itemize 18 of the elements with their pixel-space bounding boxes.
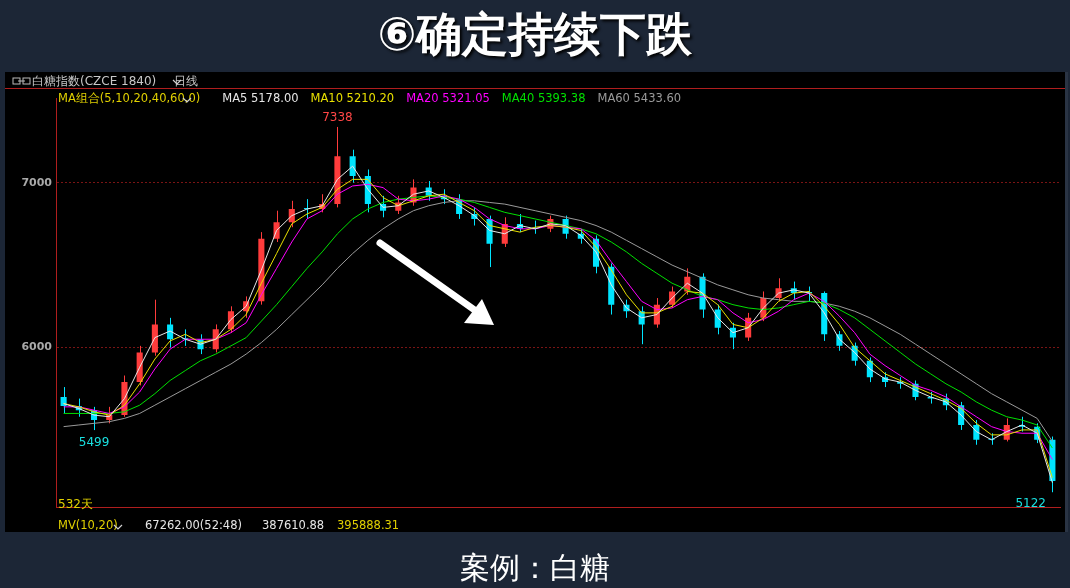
candlestick <box>167 317 174 349</box>
annotation: 5122 <box>1015 496 1046 510</box>
text: MA5 5178.00 <box>222 91 299 106</box>
legend-title: MA组合(5,10,20,40,60,0) <box>58 91 202 106</box>
text: MA60 5433.60 <box>597 91 682 106</box>
text: MA40 5393.38 <box>501 91 586 106</box>
text: 案例：白糖 <box>459 549 611 587</box>
text: MV(10,20) <box>58 518 118 532</box>
annotation: 5499 <box>78 435 110 450</box>
annotation: 7338 <box>322 109 353 124</box>
chart-title: ⑥确定持续下跌 <box>376 6 694 63</box>
text: MA20 5321.05 <box>406 91 490 106</box>
y-tick-label: 6000 <box>21 340 53 354</box>
text: 395888.31 <box>337 518 400 532</box>
text: 67262.00(52:48) <box>145 518 242 532</box>
text: MA10 5210.20 <box>310 91 395 106</box>
y-tick-label: 7000 <box>21 175 53 189</box>
text: 387610.88 <box>262 518 325 532</box>
